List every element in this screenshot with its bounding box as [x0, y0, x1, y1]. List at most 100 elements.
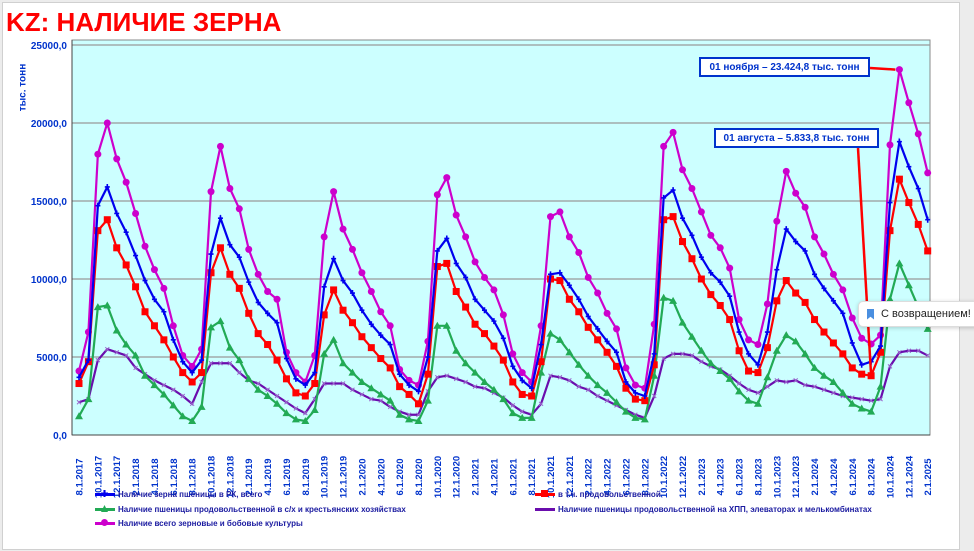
data-point: [264, 341, 272, 349]
data-point: [103, 216, 111, 224]
welcome-back-toast[interactable]: С возвращением!: [858, 301, 974, 327]
data-point: [585, 313, 591, 320]
data-point: [76, 374, 82, 381]
data-point: [708, 269, 714, 276]
bookmark-icon: [867, 308, 874, 320]
x-tick-label: 12.1.2022: [678, 456, 689, 498]
legend-label: Наличие пшеницы продовольственной на ХПП…: [558, 505, 872, 514]
x-tick-label: 4.1.2020: [376, 459, 387, 496]
data-point: [423, 396, 432, 404]
data-point: [339, 306, 347, 314]
data-point: [565, 348, 574, 356]
data-point: [141, 371, 150, 379]
data-point: [169, 353, 177, 361]
data-point: [104, 346, 110, 352]
x-tick-label: 4.1.2022: [603, 459, 614, 496]
data-point: [133, 252, 139, 259]
data-point: [348, 368, 357, 376]
series-1: [76, 137, 931, 399]
data-point: [783, 379, 789, 385]
data-point: [699, 359, 704, 365]
data-point: [169, 401, 178, 409]
data-point: [848, 399, 857, 407]
data-point: [716, 367, 725, 375]
data-point: [546, 329, 555, 337]
data-point: [547, 213, 554, 221]
data-point: [152, 378, 157, 383]
data-point: [359, 307, 365, 314]
legend-item-all-grains: Наличие всего зерновые и бобовые культур…: [95, 519, 303, 528]
data-point: [273, 356, 281, 364]
data-point: [716, 302, 724, 310]
x-tick-label: 10.1.2023: [772, 456, 783, 498]
data-point: [793, 238, 799, 245]
data-point: [311, 380, 319, 388]
data-point: [537, 358, 545, 366]
data-point: [358, 269, 366, 277]
data-point: [519, 409, 525, 414]
data-point: [178, 412, 187, 420]
data-point: [406, 382, 412, 389]
data-point: [444, 235, 450, 242]
data-point: [103, 301, 112, 309]
data-point: [339, 225, 347, 233]
data-point: [566, 282, 572, 289]
data-point: [925, 216, 931, 223]
data-point: [406, 412, 412, 418]
data-point: [302, 382, 308, 389]
data-point: [161, 308, 167, 315]
data-point: [94, 227, 102, 235]
data-point: [707, 231, 715, 239]
series-2: [75, 175, 932, 408]
data-point: [584, 371, 593, 379]
data-point: [556, 277, 564, 285]
data-point: [386, 364, 394, 372]
data-point: [632, 389, 638, 396]
data-point: [508, 409, 517, 417]
data-point: [122, 340, 131, 348]
data-point: [113, 155, 121, 163]
x-tick-label: 2.1.2024: [810, 458, 821, 496]
data-point: [829, 339, 837, 347]
legend-item-wheat-total: Наличие зерна пшеницы в РК, всего: [95, 490, 262, 499]
data-point: [235, 284, 243, 292]
data-point: [179, 369, 187, 377]
toast-text: С возвращением!: [881, 308, 971, 320]
data-point: [812, 271, 818, 278]
data-point: [282, 375, 290, 383]
data-point: [887, 364, 893, 369]
data-point: [669, 296, 678, 304]
data-point: [773, 217, 781, 225]
data-point: [585, 387, 591, 393]
data-point: [387, 341, 393, 348]
data-point: [763, 300, 771, 308]
data-point: [265, 387, 270, 393]
data-point: [264, 287, 272, 295]
data-point: [811, 316, 819, 324]
data-point: [782, 277, 790, 285]
x-tick-label: 8.1.2023: [753, 459, 764, 496]
data-point: [159, 390, 168, 398]
data-point: [904, 281, 913, 289]
data-point: [368, 321, 374, 328]
data-point: [603, 348, 611, 356]
data-point: [131, 351, 140, 359]
data-point: [75, 412, 83, 420]
data-point: [867, 407, 876, 415]
data-point: [93, 303, 102, 311]
data-point: [509, 378, 517, 386]
data-point: [849, 339, 855, 346]
data-point: [557, 269, 563, 276]
x-tick-label: 2.1.2019: [244, 459, 255, 496]
data-point: [284, 399, 289, 405]
data-point: [463, 379, 468, 385]
data-point: [595, 325, 601, 332]
data-point: [857, 404, 866, 412]
data-point: [94, 150, 102, 158]
legend-item-farms: Наличие пшеницы продовольственной в с/х …: [95, 505, 406, 514]
data-point: [161, 382, 167, 388]
data-point: [491, 318, 497, 325]
data-point: [905, 199, 913, 207]
legend-swatch-red: [535, 490, 555, 497]
data-point: [348, 245, 356, 253]
